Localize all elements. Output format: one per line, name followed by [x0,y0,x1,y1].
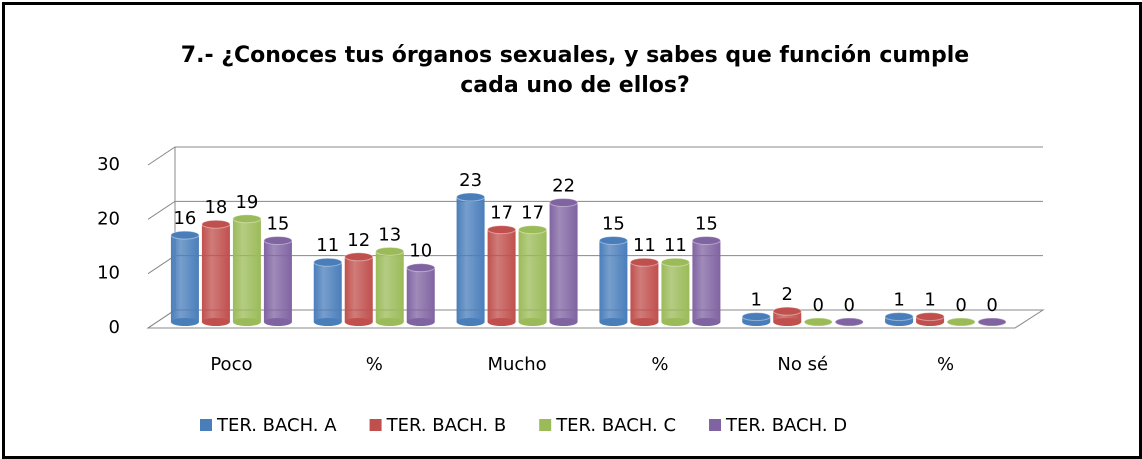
data-label: 0 [813,295,824,316]
bar-top [691,236,721,245]
bar [487,229,516,322]
bar-top [375,246,405,256]
y-tick-label: 10 [97,263,120,284]
bar-top [915,312,945,322]
data-label: 11 [316,235,339,256]
bar [313,262,342,322]
bar [375,251,404,322]
data-label: 17 [521,203,544,224]
legend-label: TER. BACH. D [725,415,847,436]
data-label: 1 [751,290,762,311]
y-tick-label: 20 [97,208,120,229]
bar [630,262,659,322]
bar-top [344,252,374,262]
data-label: 17 [490,203,513,224]
data-label: 16 [173,208,196,229]
bar [263,240,292,322]
data-label: 23 [459,170,482,191]
data-label: 22 [552,175,575,196]
legend-swatch [200,419,212,431]
bar [406,267,435,322]
x-tick-label: Poco [210,354,252,375]
data-label: 2 [782,284,793,305]
bar-top [834,317,864,327]
data-label: 0 [986,295,997,316]
bar-top [170,230,200,240]
y-tick-label: 0 [109,317,120,338]
legend-label: TER. BACH. C [555,415,676,436]
data-label: 13 [378,224,401,245]
bar [201,224,230,322]
data-label: 18 [204,197,227,218]
bar-top [232,214,262,224]
bar [549,202,578,322]
bar-top [629,257,659,267]
bar-top [946,317,976,327]
data-label: 15 [266,214,289,235]
bar-top [518,225,548,235]
bar [344,256,373,322]
bar-top [487,225,517,235]
data-label: 11 [664,235,687,256]
bar-top [741,312,771,322]
bar-top [977,317,1007,327]
data-label: 15 [602,214,625,235]
bar-top [884,312,914,322]
chart-title: 7.- ¿Conoces tus órganos sexuales, y sab… [180,43,970,98]
grid-line [147,146,1043,166]
bar-top [201,219,231,229]
legend-label: TER. BACH. A [216,415,337,436]
bar-top [456,192,486,202]
data-label: 1 [893,290,904,311]
y-tick-label: 30 [97,154,120,175]
legend-swatch [709,419,722,431]
bar [232,218,261,322]
data-label: 0 [844,295,855,316]
legend-swatch [539,419,552,431]
bar-top [263,236,293,245]
x-tick-label: % [651,354,668,375]
data-label: 19 [235,192,258,213]
data-label: 15 [695,214,718,235]
bar-top [772,306,802,316]
bar [599,240,628,322]
data-label: 10 [409,241,432,262]
bar-top [313,257,343,267]
bar-top [598,236,628,245]
bar-top [406,263,436,273]
legend-swatch [369,419,382,431]
x-tick-label: Mucho [487,354,546,375]
data-label: 1 [924,290,935,311]
bar-top [803,317,833,327]
x-tick-label: % [366,354,383,375]
data-label: 0 [955,295,966,316]
bar [692,240,721,322]
bar [518,229,547,322]
bar [661,262,690,322]
bar [170,235,199,322]
x-tick-label: % [937,354,954,375]
bar [773,311,802,322]
x-tick-label: No sé [777,354,828,375]
bar [456,197,485,322]
data-label: 11 [633,235,656,256]
bar-top [660,257,690,267]
bar-top [549,197,579,207]
data-label: 12 [347,230,370,251]
legend-label: TER. BACH. B [386,415,507,436]
